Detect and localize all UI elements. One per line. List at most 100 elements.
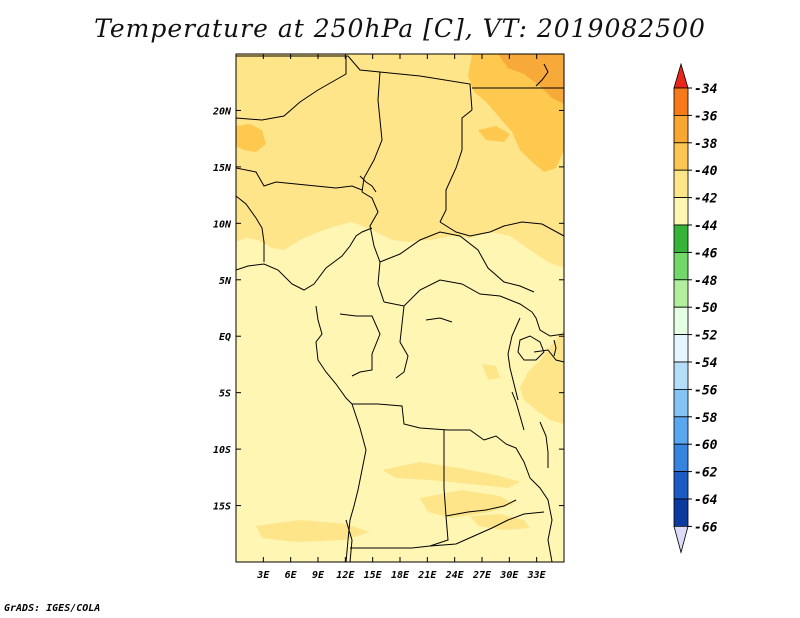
lon-tick-label: 21E	[417, 570, 437, 581]
colorbar-swatch	[673, 388, 689, 418]
border-uganda	[531, 311, 564, 337]
lake-chad	[359, 175, 377, 193]
river-detail	[425, 317, 453, 323]
border-zimbabwe-south	[429, 511, 545, 547]
colorbar-label: -54	[694, 356, 718, 371]
colorbar-bottom-arrow	[673, 526, 689, 554]
lon-tick-label: 6E	[285, 570, 298, 581]
lon-tick-label: 27E	[472, 570, 492, 581]
colorbar-label: -52	[694, 329, 718, 344]
lat-tick-label: EQ	[219, 332, 231, 343]
colorbar-swatch	[673, 416, 689, 445]
colorbar-swatch	[673, 471, 689, 500]
band-40-38-east-patch	[478, 126, 510, 142]
coastline-west-central	[315, 305, 367, 562]
colorbar-swatch	[673, 498, 689, 527]
lat-tick-label: 20N	[212, 106, 232, 117]
lake-malawi	[539, 421, 549, 468]
grads-credit: GrADS: IGES/COLA	[4, 603, 101, 614]
border-cameroon-chad	[361, 191, 385, 303]
border-congo-drc	[395, 305, 409, 379]
lon-tick-label: 9E	[312, 570, 325, 581]
lon-tick-label: 15E	[364, 570, 383, 581]
border-chad-sudan	[439, 109, 473, 223]
borders	[236, 55, 564, 562]
colorbar-top-arrow	[673, 62, 689, 89]
lat-tick-label: 5S	[219, 389, 231, 400]
band-42-40-east	[520, 330, 564, 424]
lat-tick-label: 10N	[213, 219, 232, 230]
colorbar-swatch	[673, 115, 689, 144]
colorbar-label: -64	[694, 493, 718, 508]
lon-tick-label: 18E	[391, 570, 410, 581]
lon-tick-label: 30E	[499, 570, 519, 581]
lat-tick-label: 15S	[213, 502, 231, 513]
colorbar-label: -48	[694, 274, 718, 289]
border-sudan-south	[439, 221, 564, 237]
colorbar-swatch	[673, 251, 689, 281]
border-car-sudan	[379, 231, 535, 293]
band-42-40-south-4	[470, 514, 530, 530]
coastline-gulf-of-guinea	[236, 227, 373, 291]
lat-tick-label: 10S	[213, 445, 231, 456]
border-zambia-north	[483, 435, 531, 479]
lon-tick-label: 24E	[445, 570, 465, 581]
colorbar-swatch	[673, 443, 689, 473]
coastline-west-africa	[236, 195, 265, 262]
band-42-40-south-2	[420, 490, 514, 518]
longitude-axis: 3E 6E 9E 12E 15E 18E 21E 24E 27E 30E 33E	[256, 54, 547, 581]
border-angola-drc	[352, 403, 485, 441]
colorbar-swatch	[673, 224, 689, 253]
figure-title: Temperature at 250hPa [C], VT: 201908250…	[94, 14, 706, 43]
colorbar-swatch	[673, 197, 689, 226]
band-42-40-south-3	[256, 520, 370, 542]
colorbar-label: -66	[694, 520, 718, 535]
border-namibia-west	[345, 519, 353, 562]
lake-victoria	[517, 335, 545, 361]
colorbar-label: -56	[694, 383, 718, 398]
border-congo-gabon	[339, 313, 381, 377]
colorbar-swatch	[673, 306, 689, 336]
border-car-drc	[383, 279, 533, 313]
colorbar-label: -46	[694, 246, 718, 261]
lon-tick-label: 3E	[256, 570, 270, 581]
colorbar-swatch	[673, 169, 689, 198]
colorbar-swatch	[673, 87, 689, 116]
border-mozambique	[529, 477, 553, 562]
colorbar-label: -42	[694, 192, 718, 207]
lon-tick-label: 12E	[336, 570, 355, 581]
band-42-40-south-5	[482, 364, 500, 380]
border-sahel	[236, 167, 363, 191]
colorbar-label: -62	[694, 466, 718, 481]
colorbar-swatch	[673, 361, 689, 390]
border-kenya-tz	[533, 349, 564, 363]
colorbar-swatch	[673, 142, 689, 171]
border-mali-niger	[236, 56, 347, 121]
border-drc-east	[507, 317, 521, 401]
latitude-axis: 20N 15N 10N 5N EQ 5S 10S 15S	[212, 106, 564, 513]
band-40-38-west	[236, 124, 266, 152]
border-angola-zambia	[350, 430, 449, 549]
lat-tick-label: 15N	[213, 163, 232, 174]
lon-tick-label: 33E	[527, 570, 547, 581]
colorbar-label: -36	[694, 109, 718, 124]
colorbar-label: -60	[694, 438, 718, 453]
band-42-40-south-1	[382, 462, 520, 488]
colorbar-label: -44	[694, 219, 718, 234]
border-zambia-zimbabwe	[445, 499, 517, 517]
colorbar-label: -50	[694, 301, 718, 316]
colorbar-swatch	[673, 334, 689, 363]
temperature-field	[236, 54, 564, 562]
band-38-36-region	[498, 54, 564, 104]
colorbar-label: -38	[694, 137, 718, 152]
colorbar-label: -34	[694, 82, 718, 97]
colorbar-swatch	[673, 279, 689, 308]
lat-tick-label: 5N	[219, 276, 232, 287]
colorbar: -34 -36 -38 -40 -42 -44 -46 -48 -50 -52 -54 -56 -58 -…	[673, 62, 718, 554]
lake-detail	[553, 339, 557, 357]
nile-outline	[535, 63, 549, 87]
lake-tanganyika	[511, 391, 525, 431]
colorbar-label: -58	[694, 411, 718, 426]
